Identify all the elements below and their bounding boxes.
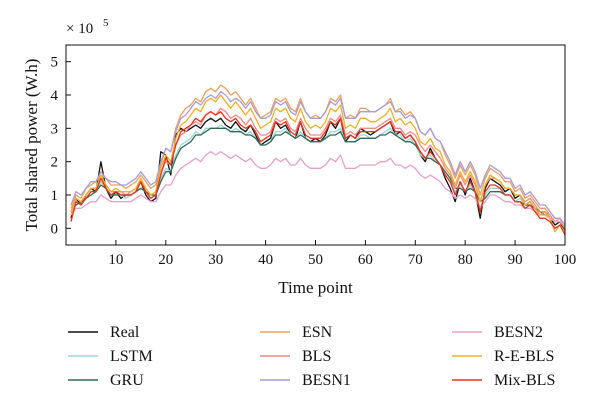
x-tick-label: 60 [358,252,373,268]
x-tick-label: 40 [258,252,273,268]
legend-item-bls: BLS [260,348,331,365]
legend-label: R-E-BLS [494,348,554,365]
x-tick-label: 80 [458,252,473,268]
legend-label: ESN [302,324,333,341]
legend: Real LSTM GRU ESN BLS BESN1 BESN2 R-E-BLS Mix-BL… [68,324,555,389]
x-axis-title: Time point [278,278,353,297]
legend-item-real: Real [68,324,140,341]
legend-label: Real [110,324,140,341]
legend-label: GRU [110,372,144,389]
plot-frame [65,44,566,246]
y-tick-label: 2 [51,155,59,171]
y-tick-label: 0 [51,221,59,237]
series-layer [70,84,566,236]
x-tick-label: 30 [208,252,223,268]
legend-item-besn2: BESN2 [452,324,543,341]
ticks-layer: 10 20 30 40 50 60 70 80 90 100 0 1 2 3 4 5 [51,55,577,268]
legend-item-lstm: LSTM [68,348,153,365]
series-line-besn1 [70,91,566,226]
legend-label: BESN2 [494,324,543,341]
x-tick-label: 70 [408,252,423,268]
legend-item-besn1: BESN1 [260,372,351,389]
x-tick-label: 90 [508,252,523,268]
legend-label: BESN1 [302,372,351,389]
y-tick-label: 4 [51,88,59,104]
legend-label: LSTM [110,348,153,365]
legend-item-r-e-bls: R-E-BLS [452,348,554,365]
x-tick-label: 20 [158,252,173,268]
x-tick-label: 10 [108,252,123,268]
series-line-besn2 [70,151,566,226]
series-line-mix-bls [70,111,566,236]
y-scale-exponent: 5 [103,17,109,29]
legend-label: BLS [302,348,331,365]
legend-item-mix-bls: Mix-BLS [452,372,555,389]
x-tick-label: 50 [308,252,323,268]
legend-item-esn: ESN [260,324,333,341]
legend-item-gru: GRU [68,372,144,389]
y-axis-title: Total shared power (W.h) [22,59,41,232]
x-tick-label: 100 [554,252,577,268]
y-tick-label: 3 [51,121,59,137]
series-line-r-e-bls [70,94,566,233]
y-scale-label: × 10 [66,21,93,37]
series-line-esn [70,84,566,229]
legend-label: Mix-BLS [494,372,555,389]
y-tick-label: 1 [51,188,59,204]
y-tick-label: 5 [51,55,59,71]
